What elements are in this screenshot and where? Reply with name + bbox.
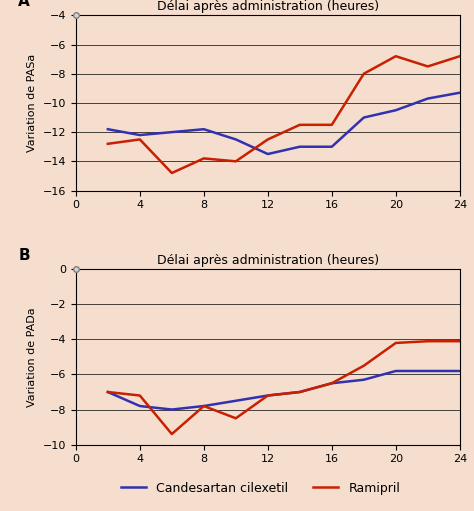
Title: Délai après administration (heures): Délai après administration (heures)	[157, 254, 379, 267]
Text: A: A	[18, 0, 30, 9]
Y-axis label: Variation de PADa: Variation de PADa	[27, 307, 37, 407]
Text: B: B	[18, 248, 30, 263]
Legend: Candesartan cilexetil, Ramipril: Candesartan cilexetil, Ramipril	[116, 477, 405, 500]
Title: Délai après administration (heures): Délai après administration (heures)	[157, 0, 379, 13]
Y-axis label: Variation de PASa: Variation de PASa	[27, 54, 37, 152]
